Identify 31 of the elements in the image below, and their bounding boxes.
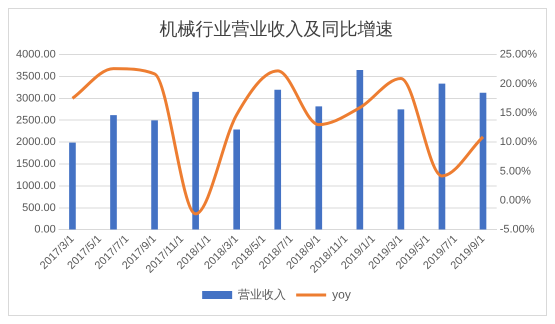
y2-tick-label: 5.00% <box>500 165 532 178</box>
y2-tick-label: 25.00% <box>500 48 538 61</box>
y-tick-label: 3500.00 <box>16 70 56 83</box>
bar <box>151 120 158 230</box>
chart-title: 机械行业营业收入及同比增速 <box>160 18 394 39</box>
y-tick-label: 1000.00 <box>16 180 56 192</box>
y-tick-label: 2500.00 <box>16 114 56 126</box>
y-tick-label: 3000.00 <box>16 92 56 104</box>
bar <box>315 106 322 230</box>
y-tick-label: 500.00 <box>22 202 56 214</box>
y2-tick-label: 0.00% <box>500 194 532 206</box>
y-tick-label: 2000.00 <box>16 136 56 148</box>
y2-tick-label: -5.00% <box>500 224 535 236</box>
y2-tick-label: 15.00% <box>500 106 538 119</box>
bar <box>110 115 117 230</box>
y2-tick-label: 10.00% <box>500 136 538 148</box>
y-tick-label: 0.00 <box>34 224 56 236</box>
line-series <box>70 67 485 216</box>
legend-label: yoy <box>332 287 351 302</box>
bar <box>438 84 446 230</box>
bar <box>480 92 486 230</box>
legend-label: 营业收入 <box>238 287 286 302</box>
y2-tick-label: 20.00% <box>500 78 538 90</box>
bar <box>274 90 282 230</box>
bar <box>192 92 199 230</box>
y-tick-label: 4000.00 <box>16 48 56 61</box>
bar <box>398 109 404 230</box>
bar <box>69 142 76 230</box>
y-tick-label: 1500.00 <box>16 158 56 170</box>
bar <box>233 130 240 230</box>
bar <box>356 70 364 230</box>
